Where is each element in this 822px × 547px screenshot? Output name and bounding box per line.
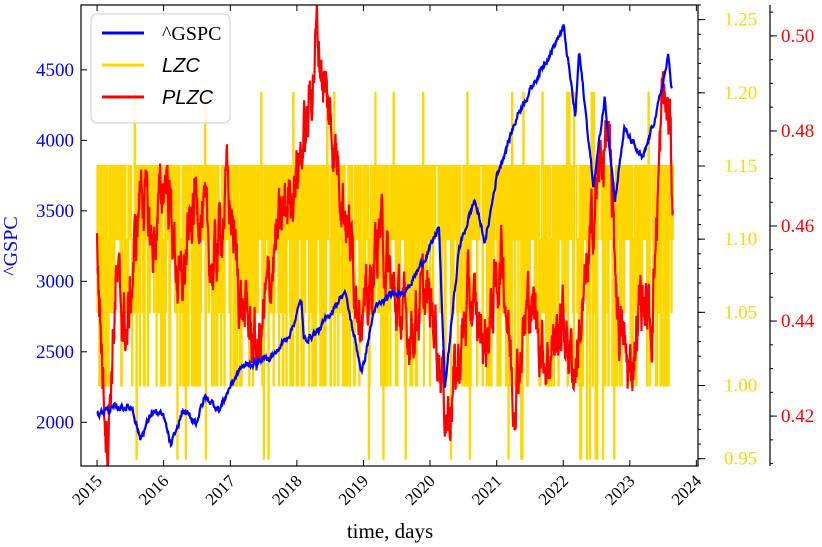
y-tick-label-lzc: 1.15 xyxy=(724,156,757,177)
y-tick-label-plzc: 0.42 xyxy=(781,406,814,427)
x-axis-label: time, days xyxy=(347,519,433,543)
y-tick-label-lzc: 0.95 xyxy=(724,449,757,470)
y-axis-label-gspc: ^GSPC xyxy=(0,216,22,275)
x-tick-label: 2023 xyxy=(601,471,638,508)
x-tick-label: 2019 xyxy=(335,471,372,508)
x-tick-label: 2021 xyxy=(468,471,505,508)
y-tick-label-lzc: 1.05 xyxy=(724,302,757,323)
y-tick-label-gspc: 4500 xyxy=(36,60,74,81)
legend-label-gspc: ^GSPC xyxy=(162,23,221,45)
y-tick-label-lzc: 1.10 xyxy=(724,229,757,250)
x-tick-label: 2017 xyxy=(202,471,240,509)
series-layer xyxy=(95,5,674,466)
legend-label-lzc: LZC xyxy=(162,55,200,77)
series-line-plzc xyxy=(95,5,674,466)
legend: ^GSPC LZC PLZC xyxy=(90,13,231,124)
x-tick-label: 2018 xyxy=(268,471,305,508)
x-tick-label: 2015 xyxy=(68,471,105,508)
y-tick-label-lzc: 1.25 xyxy=(724,10,757,31)
y-tick-label-gspc: 3500 xyxy=(36,201,74,222)
plot-frame xyxy=(80,4,699,467)
y-tick-label-plzc: 0.46 xyxy=(781,216,814,237)
y-tick-label-lzc: 1.00 xyxy=(724,376,757,397)
legend-label-plzc: PLZC xyxy=(162,87,214,109)
y-tick-label-gspc: 3000 xyxy=(36,271,74,292)
x-tick-label: 2016 xyxy=(135,471,172,508)
y-tick-label-gspc: 4000 xyxy=(36,130,74,151)
y-tick-label-plzc: 0.48 xyxy=(781,121,814,142)
y-tick-label-gspc: 2500 xyxy=(36,342,74,363)
series-line-lzc xyxy=(96,91,674,460)
y-tick-label-plzc: 0.44 xyxy=(781,311,815,332)
x-tick-label: 2020 xyxy=(401,471,438,508)
y-tick-label-plzc: 0.50 xyxy=(781,26,814,47)
y-tick-label-lzc: 1.20 xyxy=(724,83,757,104)
x-tick-label: 2024 xyxy=(668,471,706,509)
series-line-gspc xyxy=(96,24,673,448)
y-tick-label-gspc: 2000 xyxy=(36,412,74,433)
x-tick-label: 2022 xyxy=(535,471,572,508)
